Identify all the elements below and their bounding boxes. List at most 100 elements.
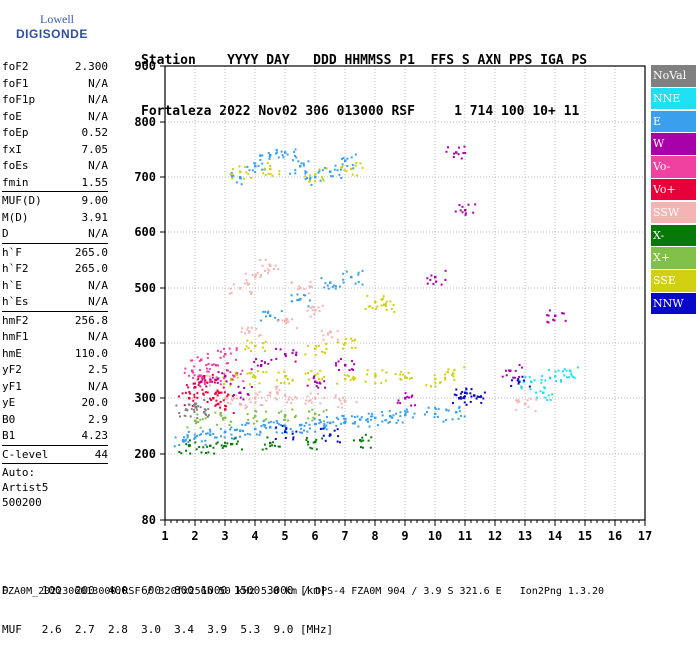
data-point-echo	[225, 362, 228, 365]
autoscale-text: Auto:	[2, 466, 36, 479]
data-point	[191, 369, 194, 372]
data-point-echo	[341, 164, 344, 167]
data-point-echo	[296, 299, 299, 302]
data-point-echo	[518, 400, 521, 403]
data-point	[209, 444, 212, 448]
data-point-echo	[406, 395, 409, 398]
data-point-echo	[188, 374, 191, 377]
data-point	[206, 380, 209, 383]
data-point-echo	[223, 430, 226, 433]
data-point-echo	[317, 306, 320, 309]
data-point-echo	[336, 169, 339, 172]
param-key: foEp	[2, 126, 29, 139]
x-tick-label: 9	[401, 529, 408, 543]
data-point-echo	[197, 405, 200, 408]
data-point-echo	[482, 397, 485, 400]
data-point-echo	[375, 307, 378, 310]
data-point-echo	[219, 356, 222, 359]
data-point-echo	[226, 395, 229, 398]
data-point-echo	[269, 164, 272, 167]
data-point-echo	[195, 406, 198, 409]
data-point-echo	[197, 375, 200, 378]
data-point-echo	[233, 428, 236, 431]
data-point-echo	[460, 157, 463, 160]
data-point-echo	[311, 447, 314, 450]
data-point-echo	[235, 349, 238, 352]
data-point-echo	[244, 404, 247, 407]
data-point-echo	[350, 337, 353, 340]
data-point-echo	[340, 177, 343, 180]
param-row: B1 4.23	[2, 428, 108, 445]
data-point-echo	[220, 414, 223, 417]
data-point-echo	[267, 362, 270, 365]
data-point-echo	[198, 434, 201, 437]
param-key: h`Es	[2, 295, 29, 308]
data-point-echo	[512, 376, 515, 379]
data-point-echo	[291, 408, 294, 411]
data-point-echo	[209, 384, 212, 387]
data-point-echo	[334, 287, 337, 290]
data-point-echo	[516, 401, 519, 404]
data-point-echo	[255, 358, 258, 361]
data-point-echo	[239, 403, 242, 406]
data-point-echo	[547, 394, 550, 397]
data-point-echo	[218, 404, 221, 407]
data-point-echo	[380, 382, 383, 385]
data-point-echo	[206, 357, 209, 360]
data-point-echo	[310, 183, 313, 186]
data-point-echo	[197, 383, 200, 386]
data-point-echo	[338, 173, 341, 176]
data-point-echo	[199, 418, 202, 421]
data-point-echo	[278, 411, 281, 414]
data-point	[299, 423, 302, 427]
legend-item: E	[651, 110, 696, 133]
data-point-echo	[196, 356, 199, 359]
data-point-echo	[245, 405, 248, 408]
data-point-echo	[291, 378, 294, 381]
data-point-echo	[348, 369, 351, 372]
data-point-echo	[324, 439, 327, 442]
data-point-echo	[292, 349, 295, 352]
data-point-echo	[201, 378, 204, 381]
data-point-echo	[453, 368, 456, 371]
data-point	[359, 418, 362, 421]
data-point-echo	[214, 411, 217, 414]
data-point-echo	[341, 163, 344, 166]
data-point-echo	[312, 377, 315, 380]
data-point-echo	[193, 437, 196, 440]
data-point-echo	[299, 431, 302, 434]
data-point-echo	[198, 376, 201, 379]
data-point-echo	[206, 445, 209, 448]
data-point	[464, 391, 467, 394]
data-point-echo	[345, 337, 348, 340]
data-point-echo	[200, 440, 203, 443]
data-point-echo	[384, 305, 387, 308]
data-point-echo	[405, 408, 408, 411]
data-point-echo	[260, 425, 263, 428]
data-point	[314, 347, 317, 350]
data-point	[473, 394, 476, 397]
data-point-echo	[198, 374, 201, 377]
data-point-echo	[507, 369, 510, 372]
data-point-echo	[313, 306, 316, 309]
param-key: fxI	[2, 142, 22, 156]
data-point-echo	[342, 156, 345, 159]
data-point-echo	[522, 381, 525, 384]
data-point-echo	[245, 345, 248, 348]
data-point-echo	[335, 364, 338, 367]
data-point	[230, 442, 233, 446]
data-point-echo	[322, 420, 325, 423]
data-point-echo	[306, 395, 309, 398]
data-point-echo	[286, 153, 289, 156]
data-point-echo	[294, 172, 297, 175]
data-point-echo	[289, 427, 292, 430]
data-point-echo	[204, 409, 207, 412]
data-point-echo	[333, 429, 336, 432]
data-point-echo	[181, 392, 184, 395]
data-point-echo	[247, 326, 250, 329]
data-point-echo	[188, 439, 191, 442]
data-point-echo	[290, 318, 293, 321]
data-point-echo	[461, 211, 464, 214]
data-point-echo	[252, 373, 255, 376]
data-point-echo	[269, 173, 272, 176]
